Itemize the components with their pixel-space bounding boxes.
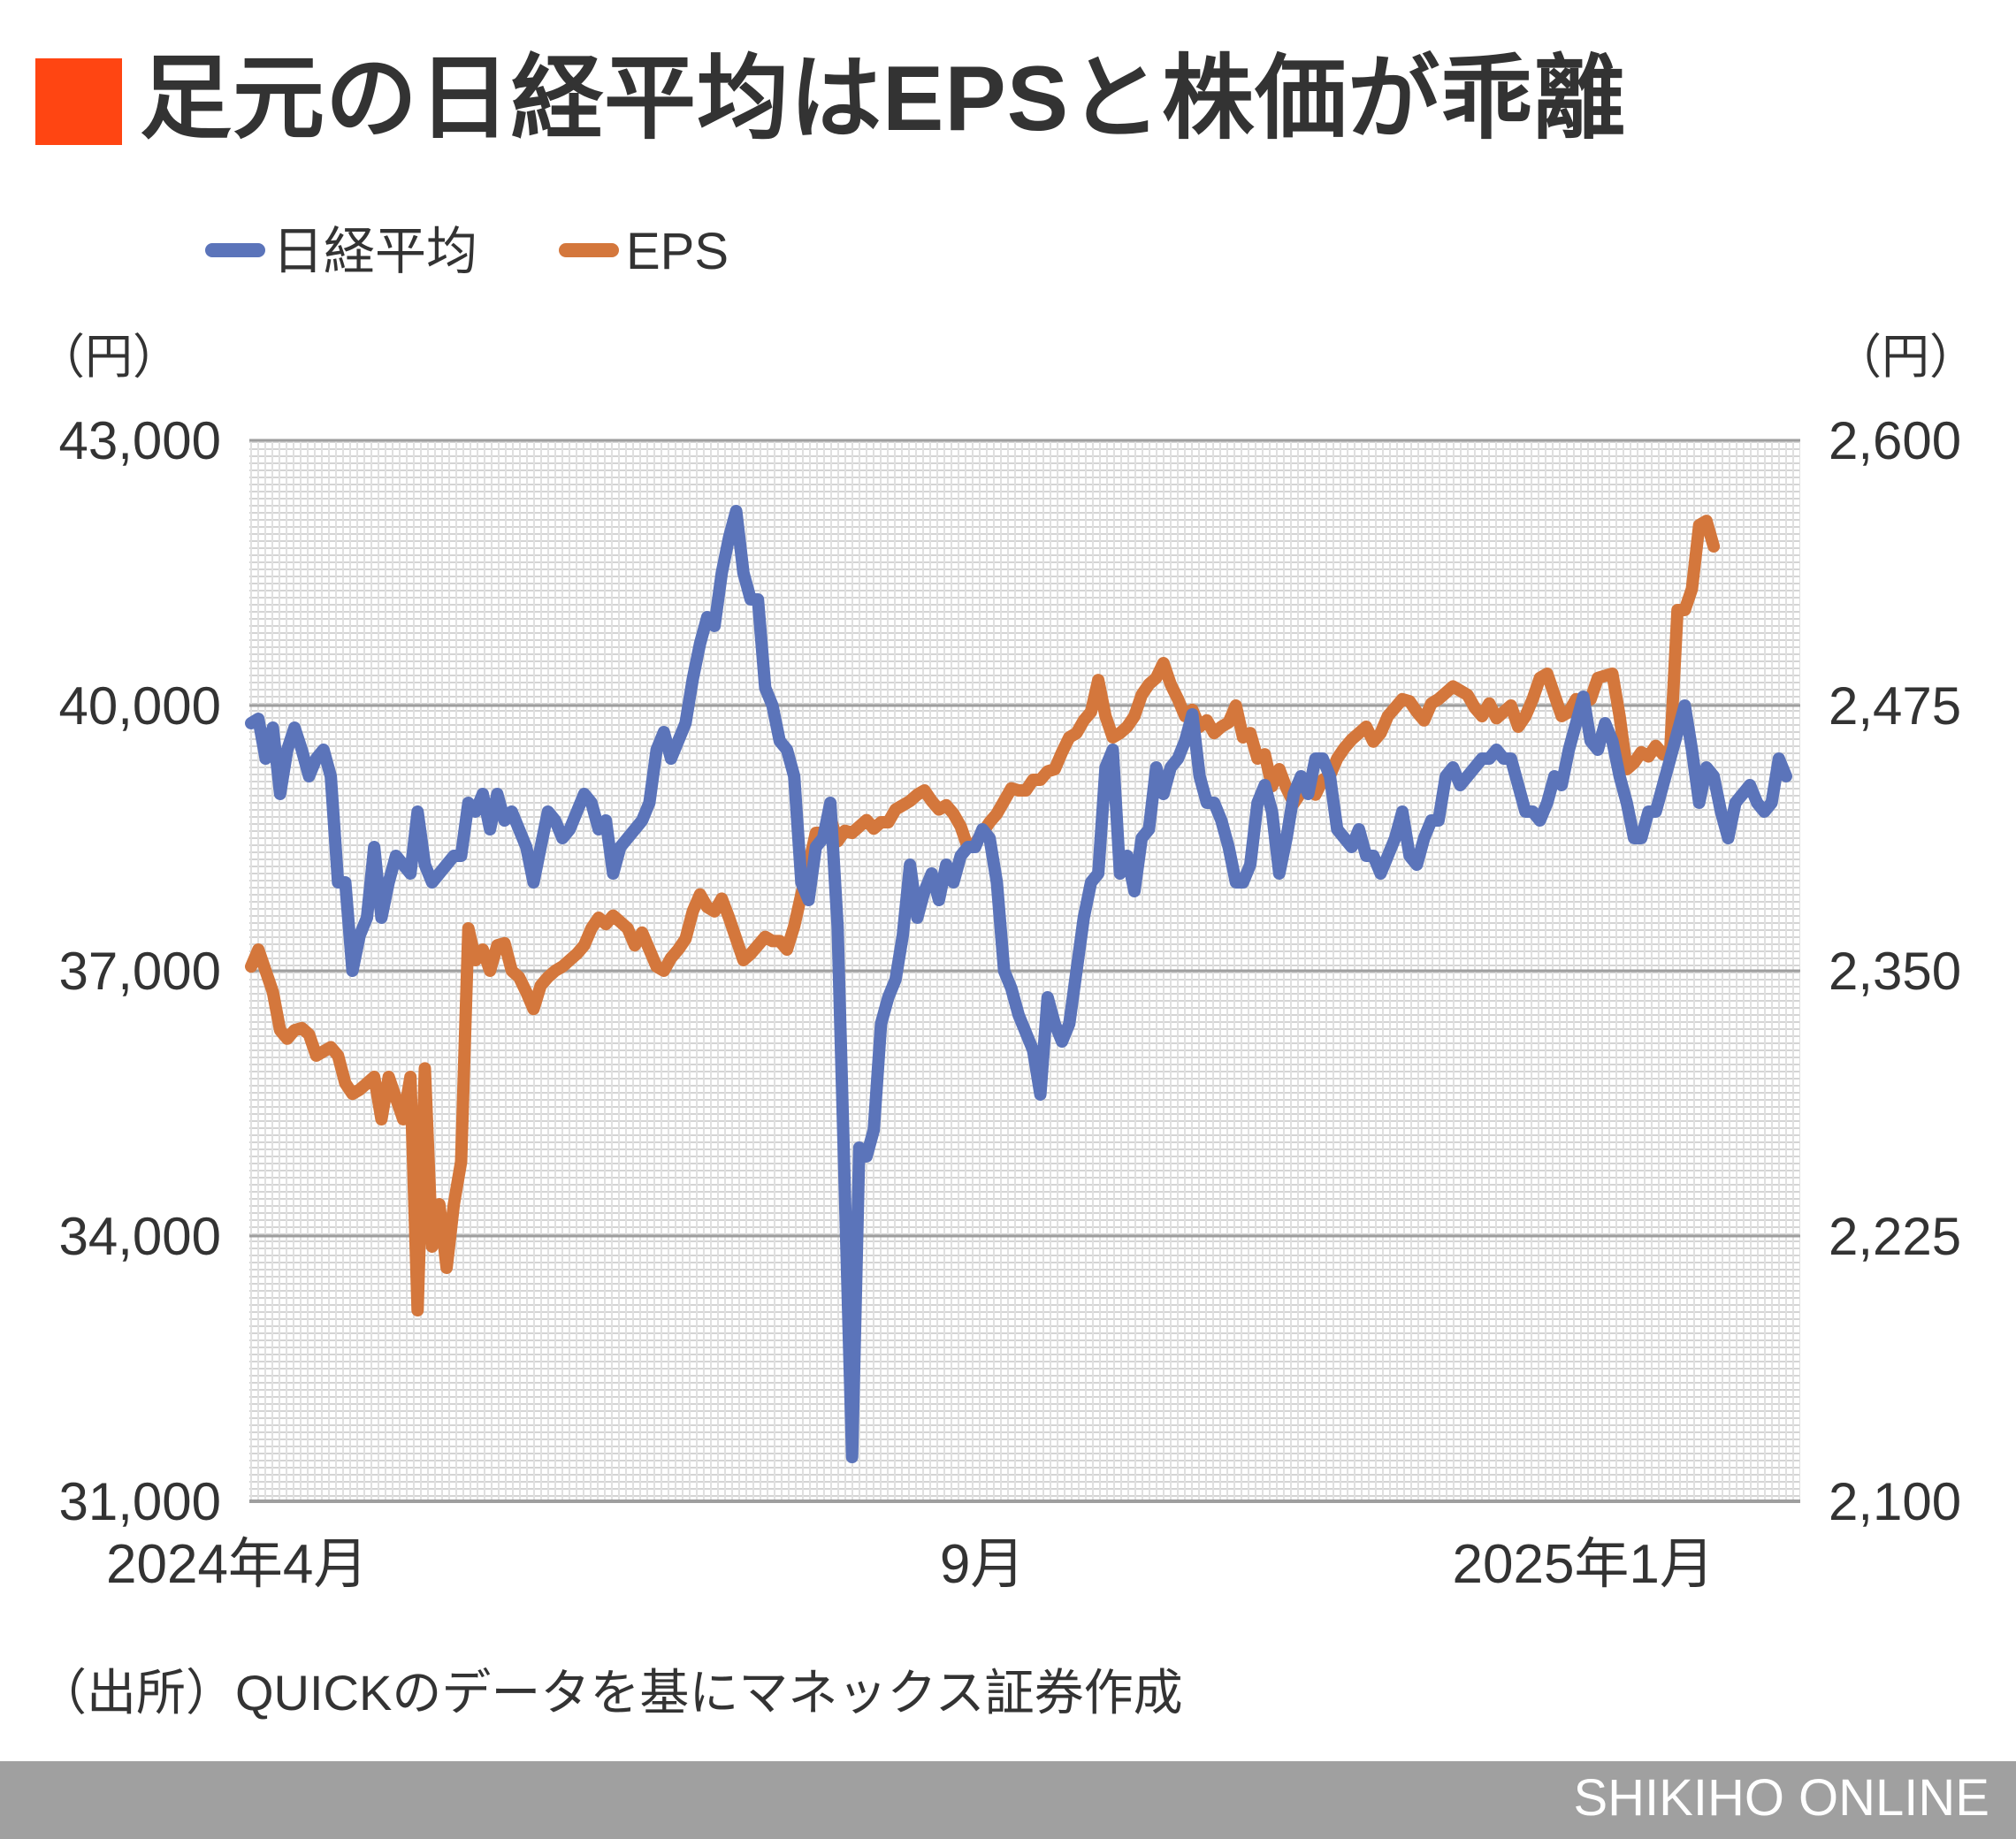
chart-title: 足元の日経平均はEPSと株価が乖離	[140, 48, 1627, 150]
y-left-unit: （円）	[37, 331, 180, 384]
y-left-tick-label: 31,000	[58, 1472, 221, 1531]
y-left-tick-label: 43,000	[58, 411, 221, 470]
chart-area: 日経平均 EPS （円） （円） 43,000 40,000 37,000 34,000 3…	[37, 223, 1977, 1595]
y-right-tick-label: 2,225	[1829, 1207, 1961, 1266]
footer-bar: SHIKIHO ONLINE	[0, 1761, 2016, 1839]
y-right-tick-label: 2,475	[1829, 676, 1961, 736]
y-right-tick-label: 2,350	[1829, 942, 1961, 1001]
y-left-tick-label: 34,000	[58, 1207, 221, 1266]
y-right-tick-label: 2,600	[1829, 411, 1961, 470]
y-left-tick-label: 37,000	[58, 942, 221, 1001]
legend-label-eps: EPS	[626, 223, 729, 280]
y-left-tick-label: 40,000	[58, 676, 221, 736]
legend-label-nikkei: 日経平均	[272, 223, 477, 280]
source-note: （出所）QUICKのデータを基にマネックス証券作成	[37, 1665, 1183, 1721]
y-right-tick-label: 2,100	[1829, 1472, 1961, 1531]
x-tick-label: 2024年4月	[106, 1534, 368, 1595]
y-right-unit: （円）	[1834, 331, 1977, 384]
x-tick-label: 2025年1月	[1453, 1534, 1714, 1595]
x-tick-label: 9月	[940, 1534, 1025, 1595]
title-marker	[35, 58, 122, 145]
footer-brand: SHIKIHO ONLINE	[1573, 1769, 1989, 1827]
series-line-nikkei	[245, 505, 1792, 1463]
